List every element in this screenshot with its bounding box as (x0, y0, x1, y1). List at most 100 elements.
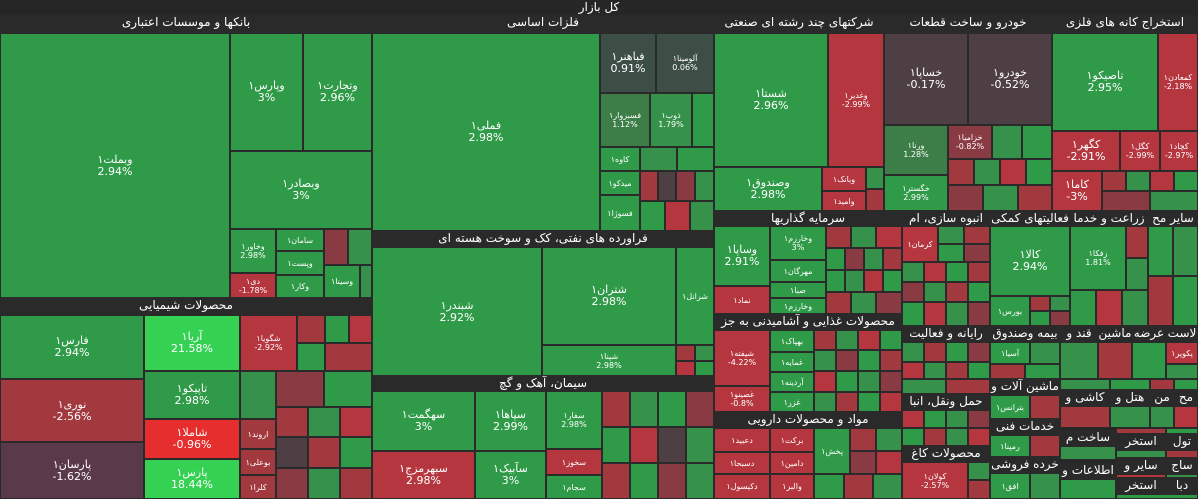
sector-header-metals[interactable]: فلزات اساسی (372, 15, 714, 33)
tile-saman[interactable]: سامان۱ (276, 229, 324, 251)
sector-header-chem[interactable]: محصولات شیمیایی (0, 298, 372, 315)
tile-trans-small[interactable] (902, 410, 924, 428)
tile-food-small[interactable] (814, 371, 836, 392)
sector-header-computer[interactable]: رایانه و فعالیت (902, 326, 990, 342)
sector-header-build2[interactable]: ساخت م (1060, 430, 1116, 446)
tile-zob[interactable]: ذوب۱ 1.79% (650, 93, 692, 147)
tile-agri-small[interactable] (1122, 290, 1148, 326)
tile-trans-small[interactable] (902, 428, 924, 446)
tile-build-small[interactable] (946, 262, 968, 282)
tile-valbr[interactable]: والبر۱ (770, 474, 814, 499)
tile-cement-small[interactable] (630, 391, 658, 427)
tile-textile-small[interactable] (1060, 406, 1110, 428)
tile-chem-small[interactable] (308, 437, 340, 468)
sector-header-supply[interactable]: عرضه (1132, 326, 1166, 342)
tile-pharma-small[interactable] (873, 474, 902, 499)
tile-parsan[interactable]: پارسان۱ -1.62% (0, 442, 144, 499)
tile-bottom-small[interactable] (1116, 494, 1198, 499)
tile-food-small[interactable] (880, 350, 902, 371)
sector-header-lease[interactable]: لاست (1166, 326, 1198, 342)
tile-bank-small[interactable] (360, 265, 372, 298)
tile-build-small[interactable] (968, 302, 990, 326)
tile-build-small[interactable] (946, 282, 968, 302)
tile-vpars[interactable]: وپارس۱ 3% (230, 33, 303, 151)
tile-food-small[interactable] (858, 350, 880, 371)
tile-ins-small[interactable] (1025, 364, 1060, 379)
tile-auto-small[interactable] (992, 125, 1022, 159)
tile-pakhsh[interactable]: پخش۱ (814, 428, 850, 474)
tile-auto-small[interactable] (974, 159, 1000, 185)
tile-extra-small[interactable] (1116, 428, 1166, 434)
tile-shtran[interactable]: شتران۱ 2.98% (542, 247, 676, 345)
tile-mining-small[interactable] (1150, 171, 1174, 191)
tile-bank-small[interactable] (324, 229, 348, 265)
tile-info-small[interactable] (1060, 479, 1116, 499)
tile-invest-small[interactable] (851, 226, 876, 248)
tile-boali[interactable]: بوعلی۱ (240, 449, 276, 475)
tile-mining-small[interactable] (1150, 191, 1198, 211)
tile-misc-small[interactable] (1173, 276, 1198, 326)
tile-cement-small[interactable] (602, 463, 630, 499)
tile-invest-small[interactable] (826, 292, 851, 314)
tile-mining-small[interactable] (1126, 171, 1150, 191)
tile-comp-small[interactable] (924, 362, 946, 379)
tile-vbank[interactable]: وبانک۱ (822, 167, 866, 191)
tile-vsandoogh[interactable]: وصندوق۱ 2.98% (714, 167, 822, 211)
sector-header-sugar[interactable]: قند و (1060, 326, 1098, 342)
tile-invest-small[interactable] (826, 248, 845, 270)
tile-asia[interactable]: آسیا۱ (990, 342, 1030, 364)
tile-comp-small[interactable] (924, 342, 946, 362)
tile-mashin-small[interactable] (1098, 342, 1132, 379)
tile-zafka[interactable]: زفکا۱ 1.81% (1070, 226, 1126, 290)
tile-food-small[interactable] (814, 392, 836, 412)
tile-food-small[interactable] (858, 392, 880, 412)
sector-header-insurance[interactable]: بیمه وصندوق (990, 326, 1060, 342)
tile-metal-small[interactable] (692, 93, 714, 147)
tile-invest-small[interactable] (864, 248, 883, 270)
sector-header-agri[interactable]: زراعت و خدما (1070, 211, 1148, 226)
tile-med-small[interactable] (1174, 406, 1198, 428)
tile-metal-small[interactable] (690, 201, 714, 231)
tile-chem-small[interactable] (297, 343, 325, 371)
tile-food-small[interactable] (836, 371, 858, 392)
tile-misc-small[interactable] (1148, 276, 1173, 326)
tile-oil-small[interactable] (676, 361, 695, 376)
tile-cement-small[interactable] (630, 463, 658, 499)
tile-food-small[interactable] (880, 330, 902, 350)
tile-comp-small[interactable] (902, 362, 924, 379)
tile-metal-small[interactable] (695, 171, 714, 201)
tile-cement-small[interactable] (658, 391, 686, 427)
tile-vpost[interactable]: وپست۱ (276, 251, 324, 275)
tile-invest-small[interactable] (883, 248, 902, 270)
tile-chem-small[interactable] (276, 371, 324, 407)
tile-kchad[interactable]: کچاد۱ -2.97% (1160, 131, 1198, 171)
tile-chem-small[interactable] (308, 407, 340, 437)
tile-auto-small[interactable] (1022, 125, 1052, 159)
tile-ghmaye[interactable]: غمایه۱ (770, 352, 814, 372)
tile-vamid[interactable]: وامید۱ (822, 191, 866, 211)
tile-food-small[interactable] (880, 371, 902, 392)
sector-header-wood[interactable]: من (1150, 390, 1174, 406)
tile-invest-small[interactable] (845, 248, 864, 270)
tile-ghzar[interactable]: غزر۱ (770, 392, 814, 412)
tile-dkisol[interactable]: دکیسول۱ (714, 474, 770, 499)
tile-cement-small[interactable] (686, 427, 714, 463)
tile-dsbha[interactable]: دسبحا۱ (714, 452, 770, 474)
tile-kgol[interactable]: کگل۱ -2.99% (1120, 131, 1160, 171)
tile-kolra[interactable]: کلرا۱ (240, 475, 276, 499)
tile-shpna[interactable]: شپنا۱ 2.98% (542, 345, 676, 376)
tile-faloomina[interactable]: آلومینا۱ 0.06% (656, 33, 714, 93)
tile-agri-small[interactable] (1070, 290, 1096, 326)
tile-invest-small[interactable] (864, 270, 883, 292)
tile-build-small[interactable] (924, 262, 946, 282)
tile-metal-small[interactable] (640, 171, 658, 201)
tile-build-small[interactable] (968, 262, 990, 282)
tile-pkoir[interactable]: پکویر۱ (1166, 342, 1198, 364)
tile-agri-small[interactable] (1126, 226, 1148, 258)
tile-shasta[interactable]: شستا۱ 2.96% (714, 33, 828, 167)
sector-header-misc[interactable]: سایر مح (1148, 211, 1198, 226)
tile-chem-small[interactable] (325, 343, 372, 371)
sector-header-oil[interactable]: فراورده های نفتی، کک و سوخت هسته ای (372, 231, 714, 247)
tile-vrena[interactable]: ورنا۱ 1.28% (884, 125, 948, 175)
sector-header-hotel[interactable]: هتل و (1110, 390, 1150, 406)
